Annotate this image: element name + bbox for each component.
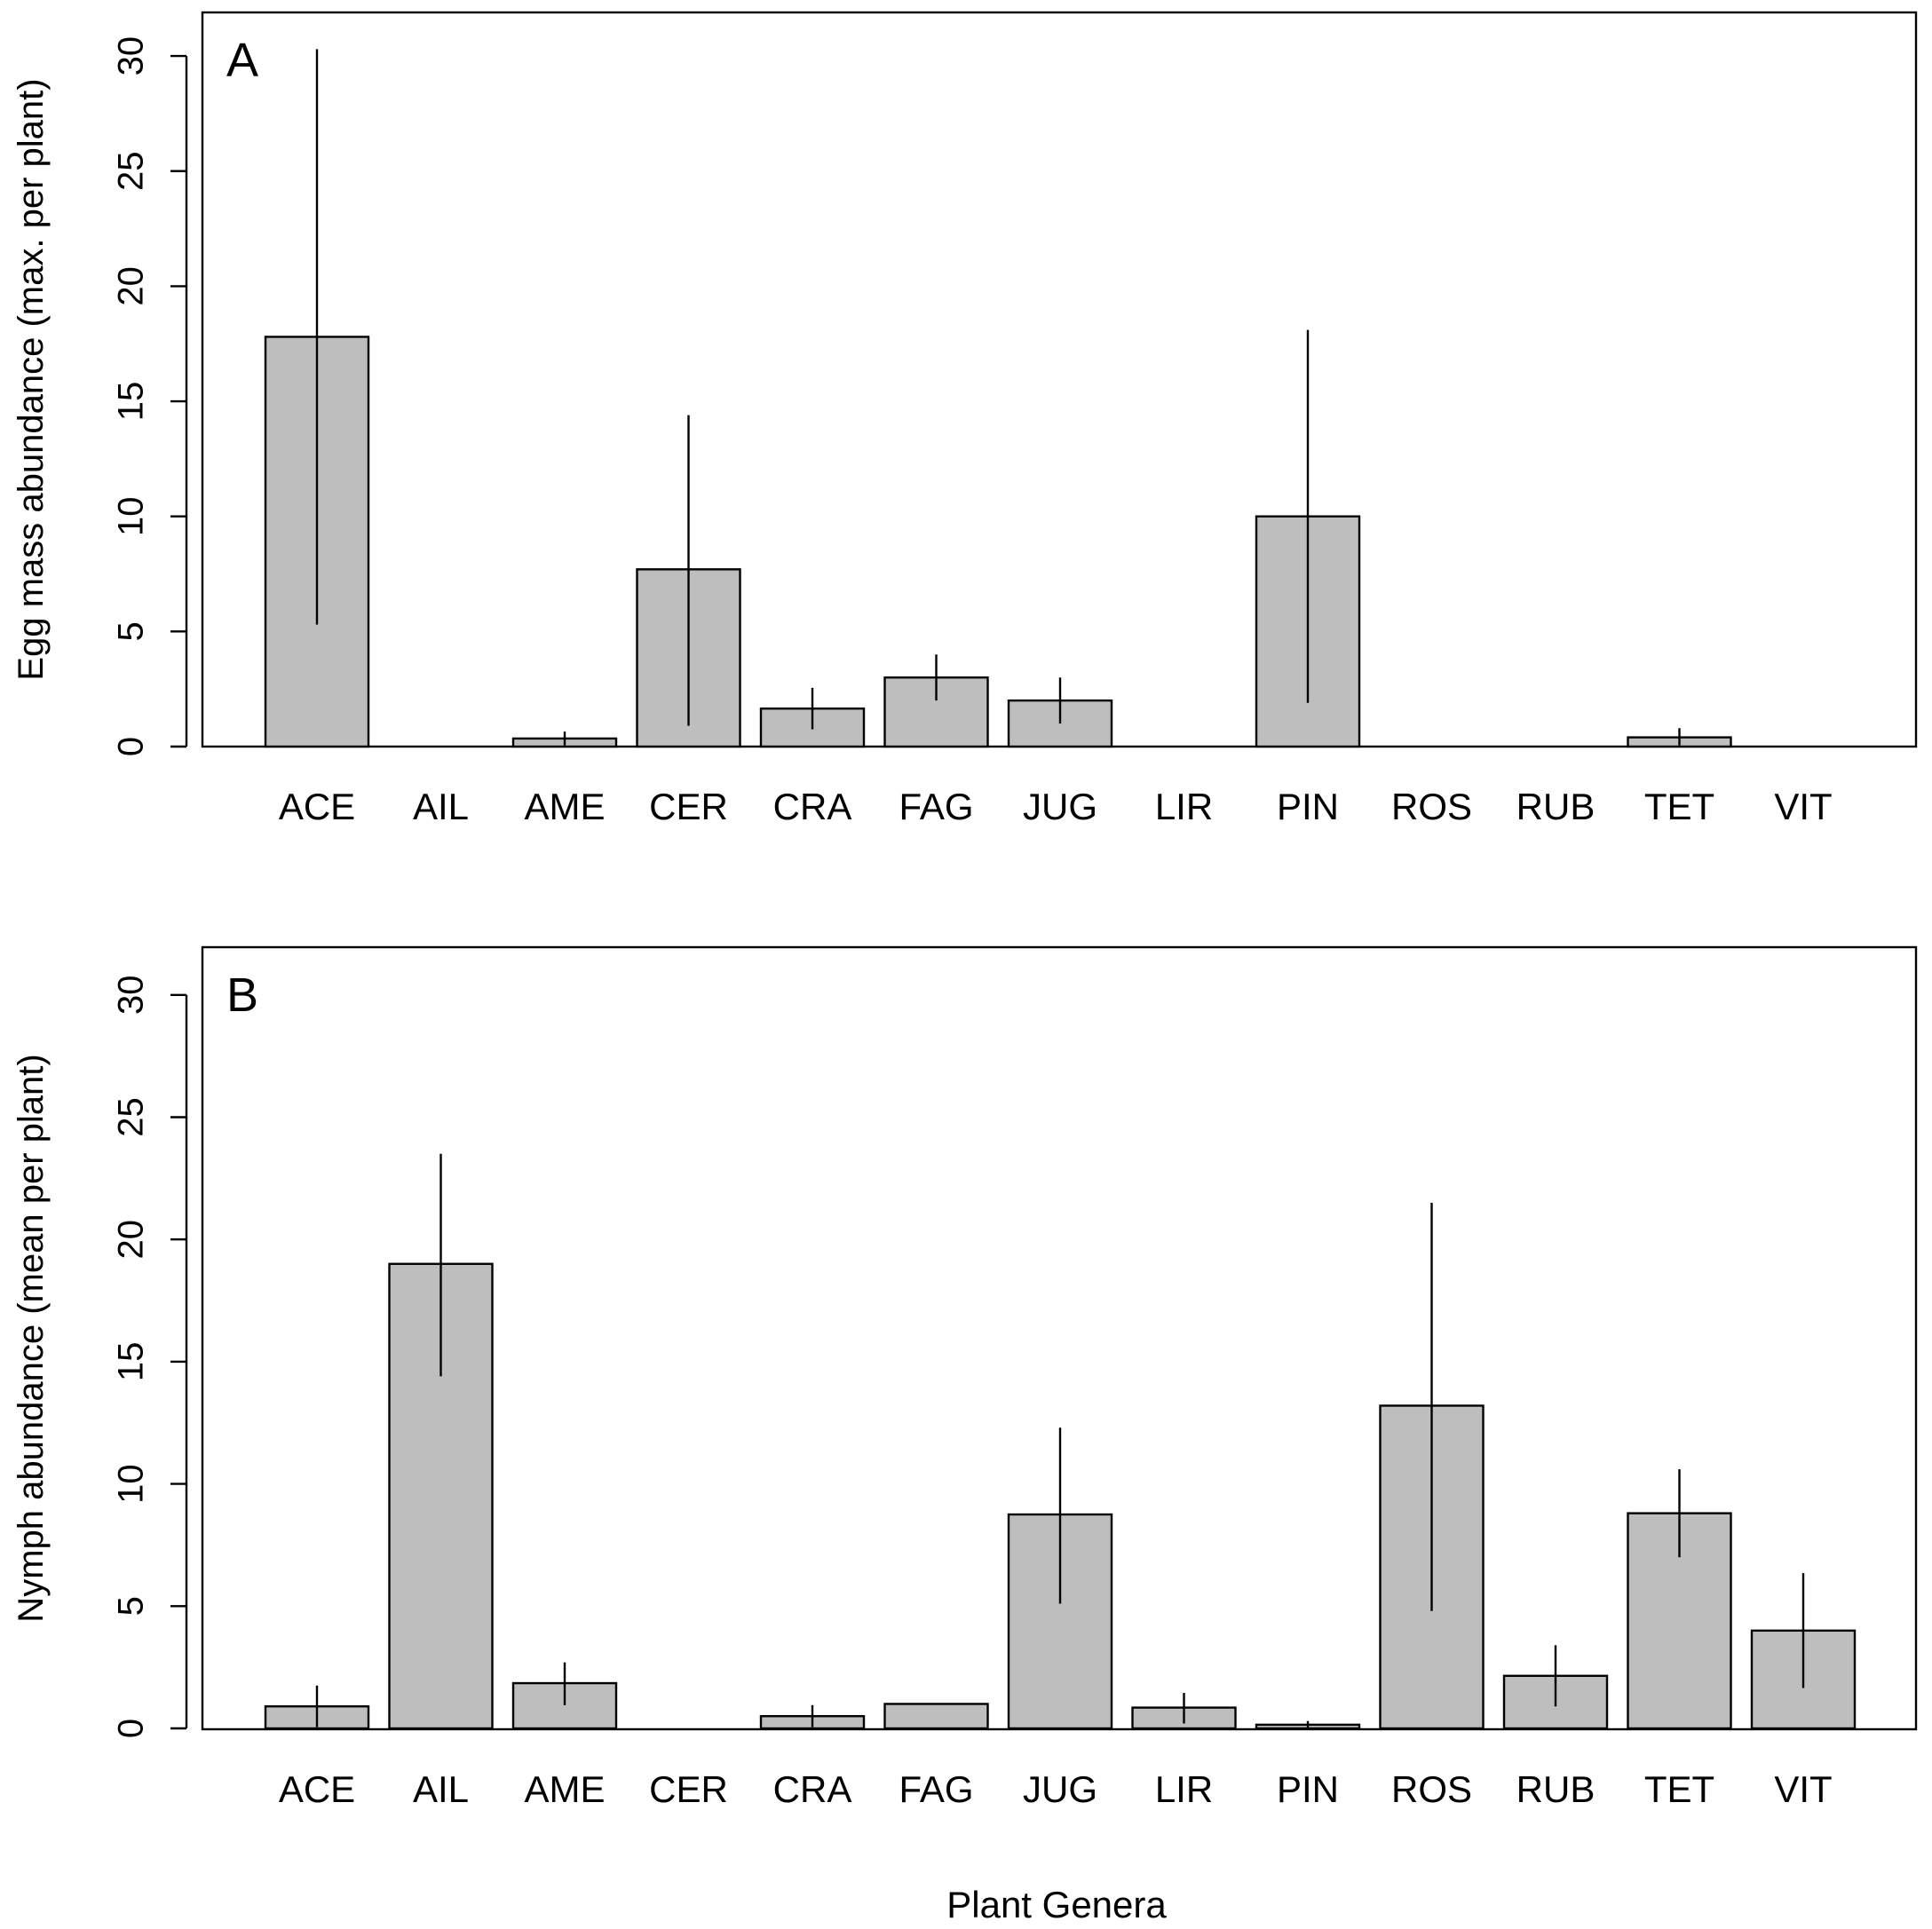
y-tick-label: 25 — [112, 1097, 151, 1137]
x-tick-label: TET — [1644, 786, 1714, 827]
panel-a: 0 5 10 15 20 25 30 Egg mass abundance (max. per… — [12, 11, 1918, 827]
x-tick-label: CRA — [773, 786, 852, 827]
panel-b: 0 5 10 15 20 25 30 Nymph abundance (mean per pl… — [12, 945, 1918, 1925]
x-tick-label: AIL — [413, 1768, 469, 1810]
y-tick-label: 20 — [112, 1220, 151, 1260]
y-tick-label: 5 — [112, 621, 151, 641]
x-tick-label: CRA — [773, 1768, 852, 1810]
plot-frame — [201, 11, 1918, 748]
x-tick-label: FAG — [899, 786, 973, 827]
x-tick-label: ACE — [279, 1768, 355, 1810]
x-tick-label: AME — [524, 786, 605, 827]
x-tick-label: VIT — [1774, 1768, 1832, 1810]
x-tick-label: CER — [649, 786, 728, 827]
y-tick-label: 30 — [112, 36, 151, 76]
panel-label: A — [226, 34, 258, 87]
y-tick-label: 15 — [112, 1342, 151, 1382]
x-tick-label: LIR — [1155, 1768, 1213, 1810]
x-tick-label: LIR — [1155, 786, 1213, 827]
y-tick-label: 0 — [112, 1719, 151, 1738]
x-tick-label: AIL — [413, 786, 469, 827]
x-tick-label: PIN — [1277, 1768, 1339, 1810]
x-tick-label: VIT — [1774, 786, 1832, 827]
y-tick-label: 10 — [112, 1464, 151, 1504]
y-tick-label: 0 — [112, 737, 151, 756]
x-tick-label: CER — [649, 1768, 728, 1810]
x-tick-label: JUG — [1023, 786, 1097, 827]
x-tick-label: AME — [524, 1768, 605, 1810]
x-tick-label: FAG — [899, 1768, 973, 1810]
x-tick-label: RUB — [1516, 786, 1595, 827]
y-axis-label: Egg mass abundance (max. per plant) — [12, 78, 51, 680]
x-tick-label: ROS — [1391, 1768, 1472, 1810]
x-tick-label: ACE — [279, 786, 355, 827]
y-axis-label: Nymph abundance (mean per plant) — [12, 1054, 51, 1622]
y-tick-label: 10 — [112, 496, 151, 536]
bar-fag — [883, 1703, 989, 1730]
x-tick-label: ROS — [1391, 786, 1472, 827]
y-tick-label: 30 — [112, 976, 151, 1016]
y-tick-label: 15 — [112, 382, 151, 422]
y-tick-label: 5 — [112, 1596, 151, 1616]
y-tick-label: 25 — [112, 152, 151, 192]
x-axis-label: Plant Genera — [946, 1884, 1167, 1925]
x-tick-label: TET — [1644, 1768, 1714, 1810]
x-tick-label: JUG — [1023, 1768, 1097, 1810]
panel-label: B — [226, 968, 258, 1022]
x-tick-label: PIN — [1277, 786, 1339, 827]
x-tick-label: RUB — [1516, 1768, 1595, 1810]
y-tick-label: 20 — [112, 266, 151, 306]
